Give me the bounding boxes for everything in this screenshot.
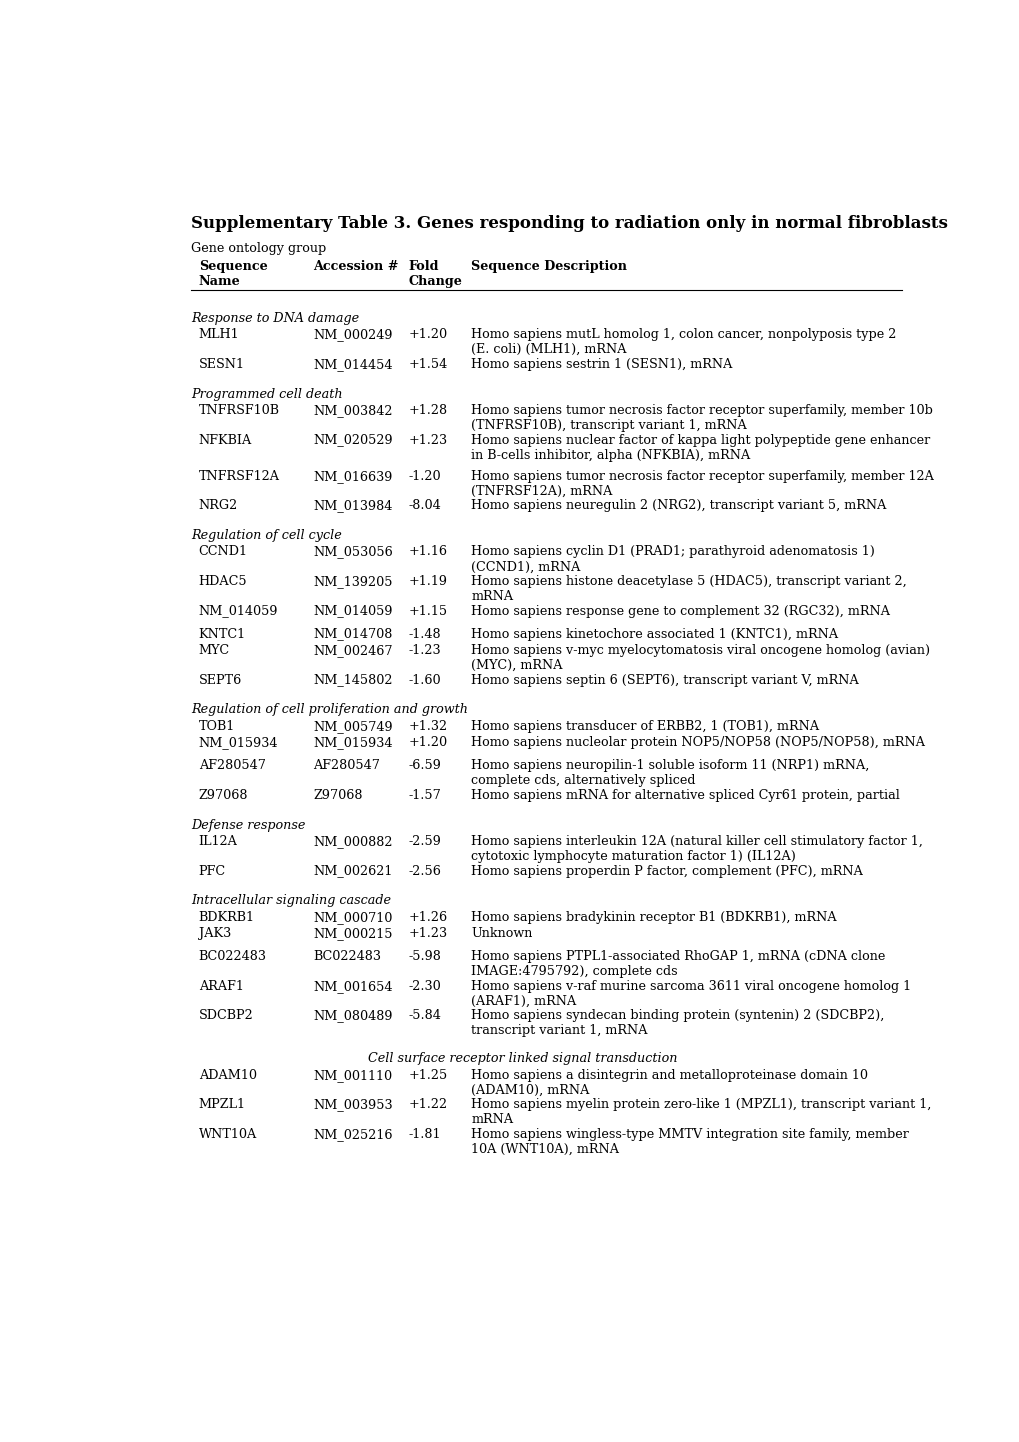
Text: Supplementary Table 3. Genes responding to radiation only in normal fibroblasts: Supplementary Table 3. Genes responding … <box>191 215 947 232</box>
Text: NM_002621: NM_002621 <box>313 865 392 878</box>
Text: NM_145802: NM_145802 <box>313 673 392 686</box>
Text: Homo sapiens interleukin 12A (natural killer cell stimulatory factor 1,
cytotoxi: Homo sapiens interleukin 12A (natural ki… <box>471 835 922 862</box>
Text: Homo sapiens wingless-type MMTV integration site family, member
10A (WNT10A), mR: Homo sapiens wingless-type MMTV integrat… <box>471 1128 908 1155</box>
Text: Homo sapiens PTPL1-associated RhoGAP 1, mRNA (cDNA clone
IMAGE:4795792), complet: Homo sapiens PTPL1-associated RhoGAP 1, … <box>471 950 884 978</box>
Text: NM_016639: NM_016639 <box>313 470 392 483</box>
Text: -2.30: -2.30 <box>408 979 440 992</box>
Text: TNFRSF12A: TNFRSF12A <box>199 470 279 483</box>
Text: NM_005749: NM_005749 <box>313 720 392 733</box>
Text: Homo sapiens a disintegrin and metalloproteinase domain 10
(ADAM10), mRNA: Homo sapiens a disintegrin and metallopr… <box>471 1069 867 1096</box>
Text: Homo sapiens tumor necrosis factor receptor superfamily, member 10b
(TNFRSF10B),: Homo sapiens tumor necrosis factor recep… <box>471 404 932 433</box>
Text: ADAM10: ADAM10 <box>199 1069 257 1082</box>
Text: Gene ontology group: Gene ontology group <box>191 242 326 255</box>
Text: NM_015934: NM_015934 <box>313 737 392 750</box>
Text: Intracellular signaling cascade: Intracellular signaling cascade <box>191 894 390 907</box>
Text: +1.22: +1.22 <box>408 1099 446 1112</box>
Text: -2.56: -2.56 <box>408 865 440 878</box>
Text: CCND1: CCND1 <box>199 545 248 558</box>
Text: Homo sapiens v-myc myelocytomatosis viral oncogene homolog (avian)
(MYC), mRNA: Homo sapiens v-myc myelocytomatosis vira… <box>471 645 929 672</box>
Text: WNT10A: WNT10A <box>199 1128 257 1141</box>
Text: +1.23: +1.23 <box>408 927 446 940</box>
Text: +1.32: +1.32 <box>408 720 446 733</box>
Text: SESN1: SESN1 <box>199 358 245 371</box>
Text: MYC: MYC <box>199 645 229 658</box>
Text: Defense response: Defense response <box>191 819 305 832</box>
Text: +1.16: +1.16 <box>408 545 446 558</box>
Text: MPZL1: MPZL1 <box>199 1099 246 1112</box>
Text: -5.84: -5.84 <box>408 1009 440 1022</box>
Text: -1.23: -1.23 <box>408 645 440 658</box>
Text: Homo sapiens neuropilin-1 soluble isoform 11 (NRP1) mRNA,
complete cds, alternat: Homo sapiens neuropilin-1 soluble isofor… <box>471 760 869 787</box>
Text: TNFRSF10B: TNFRSF10B <box>199 404 279 417</box>
Text: Regulation of cell cycle: Regulation of cell cycle <box>191 529 341 542</box>
Text: +1.20: +1.20 <box>408 737 446 750</box>
Text: NM_013984: NM_013984 <box>313 499 392 512</box>
Text: NM_014059: NM_014059 <box>313 604 392 617</box>
Text: MLH1: MLH1 <box>199 329 239 342</box>
Text: NM_001110: NM_001110 <box>313 1069 392 1082</box>
Text: -6.59: -6.59 <box>408 760 440 773</box>
Text: Homo sapiens histone deacetylase 5 (HDAC5), transcript variant 2,
mRNA: Homo sapiens histone deacetylase 5 (HDAC… <box>471 575 906 603</box>
Text: IL12A: IL12A <box>199 835 237 848</box>
Text: Cell surface receptor linked signal transduction: Cell surface receptor linked signal tran… <box>368 1053 677 1066</box>
Text: +1.15: +1.15 <box>408 604 446 617</box>
Text: Homo sapiens properdin P factor, complement (PFC), mRNA: Homo sapiens properdin P factor, complem… <box>471 865 862 878</box>
Text: Homo sapiens tumor necrosis factor receptor superfamily, member 12A
(TNFRSF12A),: Homo sapiens tumor necrosis factor recep… <box>471 470 933 497</box>
Text: Homo sapiens bradykinin receptor B1 (BDKRB1), mRNA: Homo sapiens bradykinin receptor B1 (BDK… <box>471 911 837 924</box>
Text: Sequence: Sequence <box>199 260 267 273</box>
Text: Homo sapiens cyclin D1 (PRAD1; parathyroid adenomatosis 1)
(CCND1), mRNA: Homo sapiens cyclin D1 (PRAD1; parathyro… <box>471 545 874 574</box>
Text: AF280547: AF280547 <box>313 760 380 773</box>
Text: Regulation of cell proliferation and growth: Regulation of cell proliferation and gro… <box>191 704 468 717</box>
Text: PFC: PFC <box>199 865 225 878</box>
Text: NM_139205: NM_139205 <box>313 575 392 588</box>
Text: ARAF1: ARAF1 <box>199 979 244 992</box>
Text: +1.54: +1.54 <box>408 358 447 371</box>
Text: Sequence Description: Sequence Description <box>471 260 627 273</box>
Text: Homo sapiens neuregulin 2 (NRG2), transcript variant 5, mRNA: Homo sapiens neuregulin 2 (NRG2), transc… <box>471 499 886 512</box>
Text: Name: Name <box>199 275 240 288</box>
Text: NM_020529: NM_020529 <box>313 434 392 447</box>
Text: NM_014454: NM_014454 <box>313 358 392 371</box>
Text: -8.04: -8.04 <box>408 499 440 512</box>
Text: +1.23: +1.23 <box>408 434 446 447</box>
Text: Homo sapiens transducer of ERBB2, 1 (TOB1), mRNA: Homo sapiens transducer of ERBB2, 1 (TOB… <box>471 720 818 733</box>
Text: NM_014708: NM_014708 <box>313 627 392 640</box>
Text: NRG2: NRG2 <box>199 499 237 512</box>
Text: Change: Change <box>408 275 462 288</box>
Text: Z97068: Z97068 <box>313 789 363 802</box>
Text: KNTC1: KNTC1 <box>199 627 246 640</box>
Text: +1.19: +1.19 <box>408 575 446 588</box>
Text: Homo sapiens mRNA for alternative spliced Cyr61 protein, partial: Homo sapiens mRNA for alternative splice… <box>471 789 900 802</box>
Text: NM_053056: NM_053056 <box>313 545 392 558</box>
Text: -1.20: -1.20 <box>408 470 440 483</box>
Text: HDAC5: HDAC5 <box>199 575 247 588</box>
Text: -2.59: -2.59 <box>408 835 440 848</box>
Text: NM_001654: NM_001654 <box>313 979 392 992</box>
Text: Programmed cell death: Programmed cell death <box>191 388 342 401</box>
Text: +1.28: +1.28 <box>408 404 446 417</box>
Text: NM_003953: NM_003953 <box>313 1099 392 1112</box>
Text: BC022483: BC022483 <box>313 950 381 963</box>
Text: SDCBP2: SDCBP2 <box>199 1009 253 1022</box>
Text: BDKRB1: BDKRB1 <box>199 911 255 924</box>
Text: -1.48: -1.48 <box>408 627 440 640</box>
Text: Homo sapiens myelin protein zero-like 1 (MPZL1), transcript variant 1,
mRNA: Homo sapiens myelin protein zero-like 1 … <box>471 1099 930 1126</box>
Text: JAK3: JAK3 <box>199 927 230 940</box>
Text: Homo sapiens nuclear factor of kappa light polypeptide gene enhancer
in B-cells : Homo sapiens nuclear factor of kappa lig… <box>471 434 929 461</box>
Text: NM_015934: NM_015934 <box>199 737 278 750</box>
Text: Homo sapiens v-raf murine sarcoma 3611 viral oncogene homolog 1
(ARAF1), mRNA: Homo sapiens v-raf murine sarcoma 3611 v… <box>471 979 911 1008</box>
Text: NM_025216: NM_025216 <box>313 1128 392 1141</box>
Text: BC022483: BC022483 <box>199 950 266 963</box>
Text: Homo sapiens kinetochore associated 1 (KNTC1), mRNA: Homo sapiens kinetochore associated 1 (K… <box>471 627 838 640</box>
Text: Homo sapiens syndecan binding protein (syntenin) 2 (SDCBP2),
transcript variant : Homo sapiens syndecan binding protein (s… <box>471 1009 883 1037</box>
Text: NFKBIA: NFKBIA <box>199 434 252 447</box>
Text: NM_014059: NM_014059 <box>199 604 278 617</box>
Text: Homo sapiens septin 6 (SEPT6), transcript variant V, mRNA: Homo sapiens septin 6 (SEPT6), transcrip… <box>471 673 858 686</box>
Text: NM_000249: NM_000249 <box>313 329 392 342</box>
Text: TOB1: TOB1 <box>199 720 234 733</box>
Text: NM_003842: NM_003842 <box>313 404 392 417</box>
Text: Homo sapiens nucleolar protein NOP5/NOP58 (NOP5/NOP58), mRNA: Homo sapiens nucleolar protein NOP5/NOP5… <box>471 737 924 750</box>
Text: SEPT6: SEPT6 <box>199 673 242 686</box>
Text: +1.26: +1.26 <box>408 911 446 924</box>
Text: NM_002467: NM_002467 <box>313 645 392 658</box>
